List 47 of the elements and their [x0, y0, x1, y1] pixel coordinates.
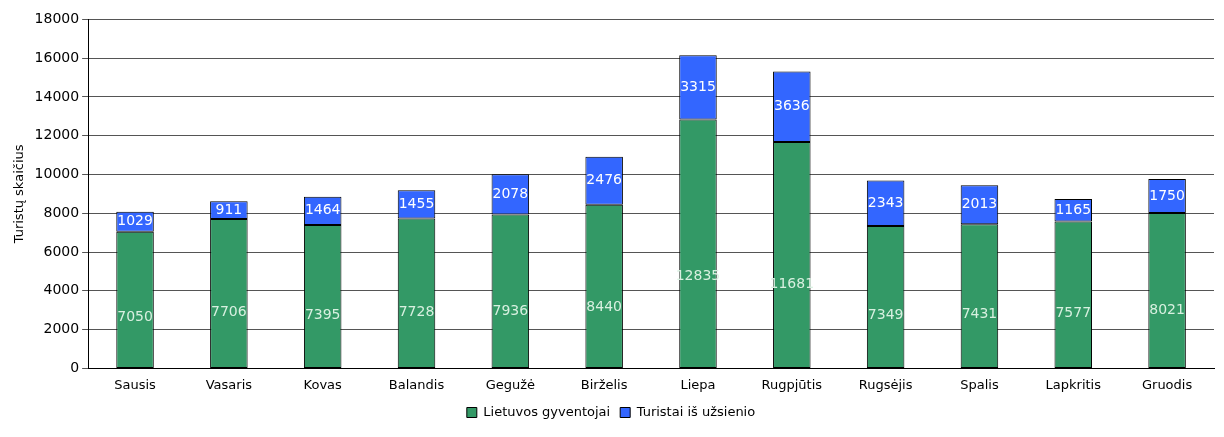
- data-label: 911: [215, 200, 243, 217]
- y-tick-label: 10000: [34, 165, 80, 182]
- x-tick-label: Rugpjūtis: [761, 376, 823, 392]
- data-label: 8440: [586, 298, 622, 315]
- data-label: 1165: [1055, 200, 1092, 217]
- x-tick-label: Birželis: [580, 376, 628, 392]
- data-label: 7050: [117, 308, 153, 325]
- y-tick-label: 2000: [43, 320, 80, 337]
- data-label: 2013: [961, 195, 998, 212]
- x-tick-label: Spalis: [960, 376, 999, 392]
- y-tick-label: 14000: [34, 87, 80, 104]
- data-label: 2343: [867, 193, 904, 210]
- data-label: 2078: [492, 185, 529, 202]
- data-label: 7936: [492, 301, 529, 318]
- y-tick-label: 12000: [34, 126, 80, 143]
- data-label: 7577: [1055, 304, 1092, 321]
- legend-label: Lietuvos gyventojai: [483, 403, 611, 419]
- y-tick-label: 6000: [43, 242, 80, 259]
- x-tick-label: Sausis: [114, 376, 157, 392]
- data-label: 1750: [1149, 186, 1185, 203]
- x-tick-label: Vasaris: [205, 376, 253, 392]
- x-tick-label: Lapkritis: [1045, 376, 1102, 392]
- data-label: 1029: [117, 212, 153, 229]
- data-label: 2476: [586, 171, 623, 188]
- data-label: 1455: [398, 195, 435, 212]
- x-tick-label: Gruodis: [1141, 376, 1193, 392]
- y-tick-label: 4000: [43, 281, 80, 298]
- x-tick-label: Kovas: [303, 376, 343, 392]
- data-label: 7349: [867, 306, 904, 322]
- x-tick-label: Liepa: [680, 376, 716, 392]
- x-tick-label: Gegužė: [485, 376, 536, 392]
- y-tick-label: 0: [70, 359, 80, 376]
- y-tick-label: 8000: [43, 203, 80, 220]
- data-label: 3636: [773, 97, 810, 114]
- data-label: 7706: [211, 303, 247, 320]
- legend-label: Turistai iš užsienio: [635, 403, 756, 419]
- data-label: 7431: [961, 305, 998, 322]
- data-label: 3315: [680, 78, 716, 95]
- data-label: 1464: [304, 201, 341, 218]
- x-tick-label: Rugsėjis: [858, 376, 913, 392]
- data-label: 8021: [1149, 301, 1185, 318]
- x-tick-label: Balandis: [388, 376, 445, 392]
- data-label: 7728: [398, 303, 435, 320]
- data-label: 7395: [304, 305, 341, 322]
- y-tick-label: 18000: [34, 10, 80, 27]
- y-tick-label: 16000: [34, 48, 80, 65]
- y-axis-title: Turistų skaičius: [11, 144, 27, 245]
